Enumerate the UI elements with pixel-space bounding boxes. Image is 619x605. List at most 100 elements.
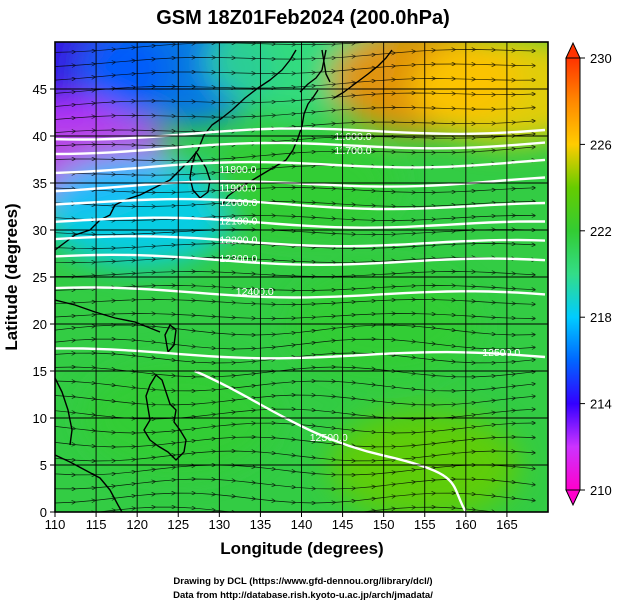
contour-label-8: 12400.0 [236, 286, 274, 298]
colorbar-tick-label-5: 230 [590, 51, 612, 66]
contour-labels: 11600.0 11700.0 11800.0 11900.0 12000.0 12100… [219, 131, 520, 444]
colorbar-max-arrow [565, 41, 581, 59]
contour-label-0: 11600.0 [334, 131, 371, 143]
streamline-27 [55, 423, 535, 433]
contour-line-0 [55, 127, 546, 141]
x-axis-label: Longitude (degrees) [220, 539, 383, 558]
x-tick-label-0: 110 [45, 517, 66, 532]
coast-kuril [333, 49, 393, 99]
streamline-31 [55, 479, 535, 489]
contour-line-2 [55, 158, 546, 175]
x-tick-label-8: 150 [373, 517, 395, 532]
x-tick-label-4: 130 [208, 517, 230, 532]
streamline-29 [55, 451, 535, 461]
coast-japan [221, 49, 327, 206]
contour-line-10 [194, 369, 467, 512]
x-tick-label-10: 160 [455, 517, 477, 532]
plot-frame [54, 41, 549, 513]
y-tick-label-7: 35 [33, 176, 47, 191]
streamline-30 [55, 465, 535, 475]
x-tick-label-5: 135 [250, 517, 272, 532]
x-tick-label-9: 155 [414, 517, 436, 532]
streamline-26 [55, 409, 535, 419]
grid-lines [50, 42, 548, 517]
contour-label-9: 12500.0 [482, 347, 520, 359]
streamline-5 [55, 108, 535, 121]
streamline-19 [55, 314, 535, 319]
contour-line-7 [55, 253, 546, 267]
y-tick-label-1: 5 [40, 458, 47, 473]
contour-label-6: 12200.0 [219, 234, 257, 246]
streamline-3 [55, 79, 535, 94]
y-tick-label-3: 15 [33, 364, 47, 379]
x-tick-labels: 110 115 120 125 130 135 140 145 150 155 160 165 [45, 517, 518, 532]
y-tick-labels: 0 5 10 15 20 25 30 35 40 45 [33, 82, 47, 520]
y-tick-label-6: 30 [33, 223, 47, 238]
colorbar-tick-label-0: 210 [590, 483, 612, 498]
contour-label-7: 12300.0 [219, 253, 257, 265]
y-tick-label-9: 45 [33, 82, 47, 97]
x-tick-label-7: 145 [332, 517, 354, 532]
streamline-14 [55, 244, 535, 249]
plot-area: 11600.0 11700.0 11800.0 11900.0 12000.0 12100… [33, 41, 549, 532]
streamline-20 [55, 325, 535, 335]
colorbar-tick-label-1: 214 [590, 397, 612, 412]
contour-line-9 [55, 347, 546, 360]
y-tick-label-5: 25 [33, 270, 47, 285]
streamline-33 [55, 507, 535, 512]
y-tick-label-2: 10 [33, 411, 47, 426]
coast-china-south [55, 299, 161, 333]
chart-title: GSM 18Z01Feb2024 (200.0hPa) [156, 7, 449, 29]
contour-line-6 [55, 235, 546, 248]
streamline-18 [55, 300, 535, 305]
streamline-25 [55, 395, 535, 405]
credit-data: Data from http://database.rish.kyoto-u.a… [173, 590, 433, 601]
height-contours [55, 127, 546, 512]
colorbar-tick-label-2: 218 [590, 310, 612, 325]
contour-line-8 [55, 286, 546, 299]
streamline-7 [55, 134, 535, 148]
x-tick-label-1: 115 [86, 517, 107, 532]
coast-taiwan [164, 324, 177, 353]
streamline-4 [55, 93, 535, 107]
x-tick-label-3: 125 [167, 517, 189, 532]
y-axis-label: Latitude (degrees) [2, 203, 21, 350]
contour-line-5 [55, 216, 545, 229]
streamline-32 [55, 493, 535, 503]
streamline-24 [55, 381, 535, 391]
streamline-2 [55, 64, 535, 80]
wind-streamlines [55, 42, 535, 512]
contour-line-4 [55, 197, 546, 211]
y-tick-label-8: 40 [33, 129, 47, 144]
streamline-23 [55, 367, 535, 377]
coast-vietnam [55, 377, 73, 446]
contour-label-3: 11900.0 [219, 183, 256, 195]
contour-label-5: 12100.0 [219, 216, 257, 228]
streamline-13 [55, 230, 535, 235]
streamline-28 [55, 437, 535, 447]
streamline-16 [55, 272, 535, 277]
colorbar: 210 214 218 222 226 230 [565, 41, 612, 507]
colorbar-gradient [565, 57, 581, 491]
x-tick-label-2: 120 [126, 517, 148, 532]
colorbar-tick-labels: 210 214 218 222 226 230 [580, 51, 612, 498]
credit-drawing: Drawing by DCL (https://www.gfd-dennou.o… [173, 576, 432, 587]
y-tick-label-0: 0 [40, 505, 47, 520]
streamline-21 [55, 339, 535, 349]
coast-borneo [55, 454, 123, 512]
y-tick-label-4: 20 [33, 317, 47, 332]
contour-label-1: 11700.0 [334, 145, 371, 157]
colorbar-tick-label-3: 222 [590, 224, 612, 239]
contour-label-2: 11800.0 [219, 164, 256, 176]
contour-line-3 [55, 176, 546, 193]
streamline-10 [55, 188, 535, 193]
colorbar-min-arrow [565, 489, 581, 507]
coast-philippines [143, 374, 187, 461]
contour-label-10: 12500.0 [310, 432, 348, 444]
streamline-15 [55, 258, 535, 263]
x-tick-label-11: 165 [496, 517, 518, 532]
contour-line-1 [55, 141, 546, 156]
coast-sakhalin [321, 49, 331, 83]
streamline-12 [55, 216, 535, 221]
